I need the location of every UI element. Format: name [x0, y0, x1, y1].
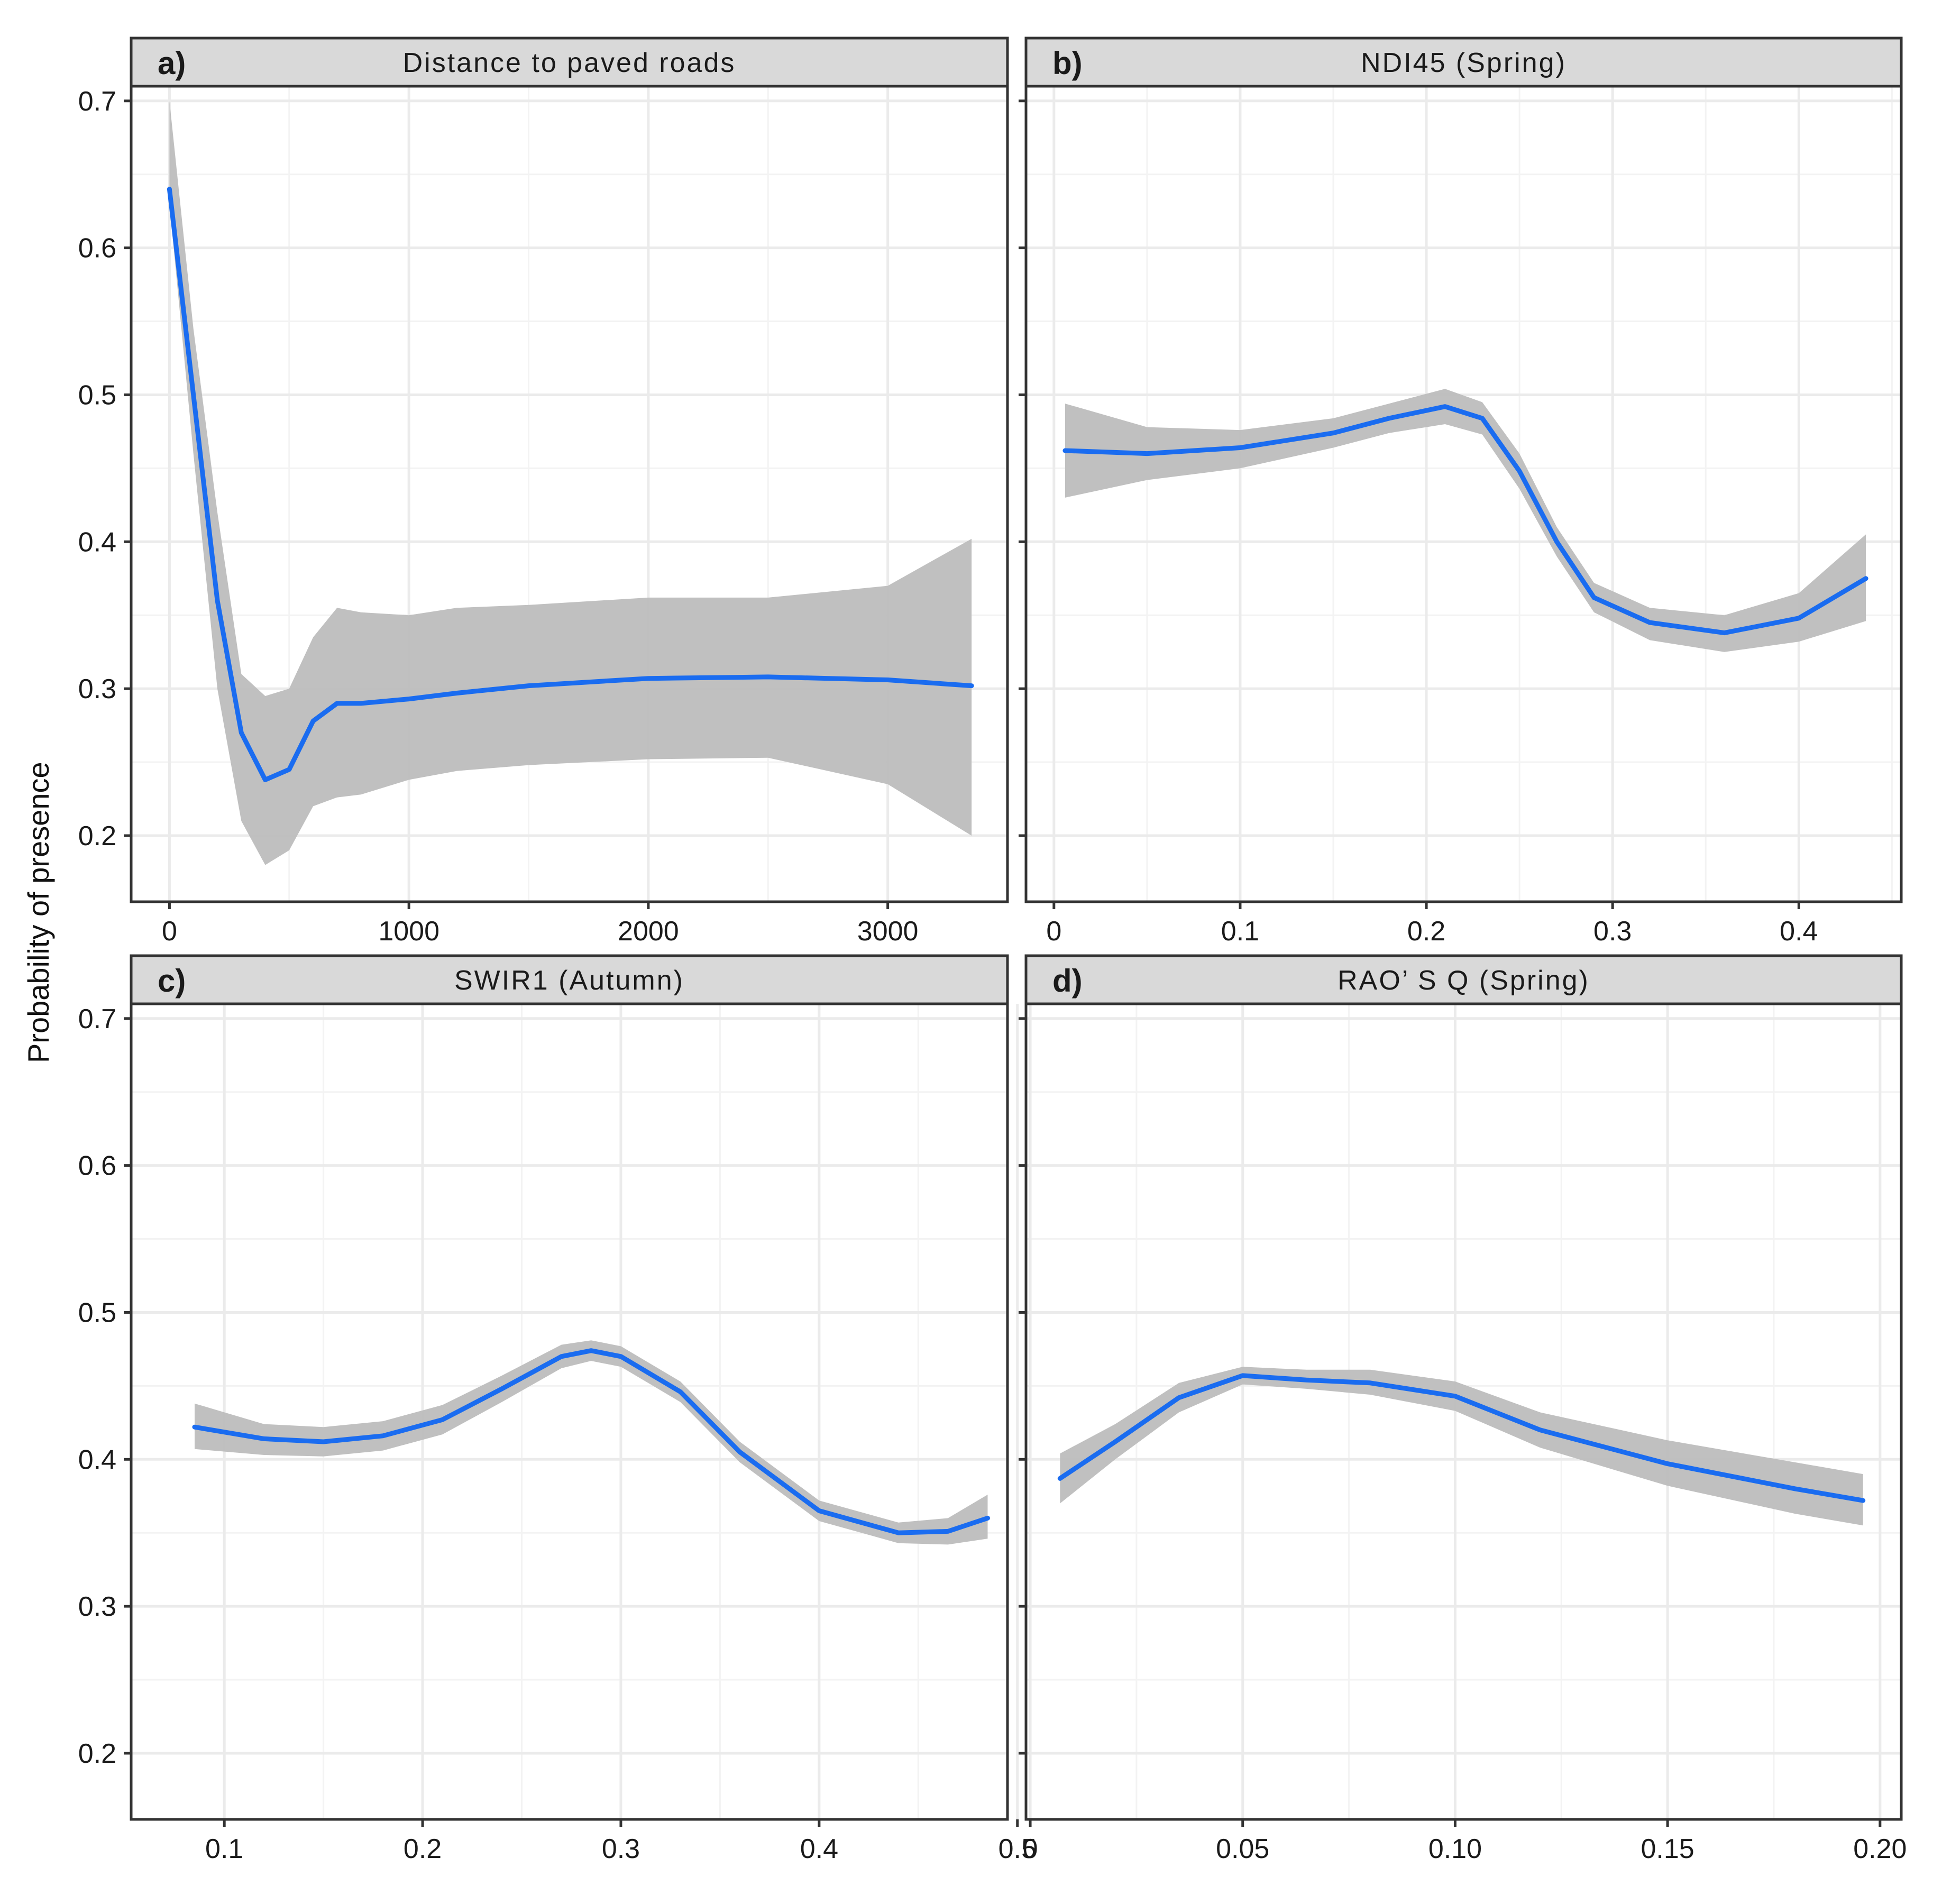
- x-tick-label: 0.3: [602, 1834, 640, 1864]
- series-line: [192, 1348, 990, 1535]
- x-tick-label: 0.3: [1593, 916, 1632, 947]
- x-tick-label: 0.2: [404, 1834, 442, 1864]
- y-tick-label: 0.7: [78, 86, 116, 117]
- y-axis-label: Probability of presence: [22, 762, 55, 1063]
- series-line: [167, 187, 974, 782]
- y-tick-label: 0.2: [78, 821, 116, 852]
- y-tick-label: 0.4: [78, 1444, 116, 1475]
- series-line: [1057, 1373, 1866, 1503]
- y-tick-label: 0.4: [78, 527, 116, 557]
- panel-strip: [1024, 36, 1903, 88]
- panel-title: RAO’ S Q (Spring): [1337, 965, 1590, 996]
- panel-strip: [1024, 954, 1903, 1005]
- panel-letter: c): [158, 963, 186, 999]
- panel-a: a) Distance to paved roads 0 1000 2000 3000 0.…: [78, 36, 1009, 947]
- y-tick-label: 0.7: [78, 1004, 116, 1035]
- confidence-band: [195, 1340, 988, 1545]
- panel-title: Distance to paved roads: [403, 48, 736, 78]
- x-tick-label: 0.4: [800, 1834, 838, 1864]
- y-tick-label: 0.2: [78, 1738, 116, 1769]
- confidence-band: [1065, 389, 1866, 652]
- confidence-band: [169, 100, 972, 865]
- y-tick-label: 0.5: [78, 1297, 116, 1328]
- x-tick-label: 1000: [378, 916, 439, 947]
- x-tick-label: 0.15: [1641, 1834, 1694, 1864]
- x-tick-label: 0: [1023, 1834, 1038, 1864]
- y-tick-label: 0.6: [78, 1151, 116, 1182]
- x-tick-label: 3000: [857, 916, 919, 947]
- x-tick-label: 0.10: [1428, 1834, 1482, 1864]
- y-tick-label: 0.3: [78, 1591, 116, 1622]
- panel-c: c) SWIR1 (Autumn) 0.1 0.2 0.3 0.4 0.5 0.2 0.3 0.4…: [78, 954, 1037, 1864]
- x-tick-label: 0.5: [998, 1834, 1037, 1864]
- panel-letter: b): [1052, 45, 1083, 81]
- x-tick-label: 0.20: [1853, 1834, 1907, 1864]
- x-tick-label: 0.4: [1780, 916, 1818, 947]
- x-tick-label: 0.1: [1221, 916, 1259, 947]
- panel-d: d) RAO’ S Q (Spring) 0 0.05 0.10 0.15 0.20: [1019, 954, 1907, 1864]
- panel-letter: a): [158, 45, 186, 81]
- grid-lines: [1026, 1004, 1901, 1819]
- plot-background: [131, 1004, 1007, 1819]
- y-tick-label: 0.6: [78, 233, 116, 264]
- panel-strip: [130, 954, 1009, 1005]
- x-tick-label: 0: [162, 916, 177, 947]
- panel-title: NDI45 (Spring): [1361, 48, 1566, 78]
- x-tick-label: 0: [1046, 916, 1061, 947]
- plot-background: [1026, 86, 1901, 902]
- panel-letter: d): [1052, 963, 1083, 999]
- x-tick-label: 0.2: [1407, 916, 1445, 947]
- grid-lines: [1026, 86, 1901, 902]
- series-line: [1062, 404, 1868, 636]
- y-tick-label: 0.3: [78, 674, 116, 704]
- panel-b: b) NDI45 (Spring) 0 0.1 0.2 0.3 0.4: [1019, 36, 1903, 947]
- panel-strip: [130, 36, 1009, 88]
- y-tick-label: 0.5: [78, 380, 116, 410]
- panel-title: SWIR1 (Autumn): [454, 965, 684, 996]
- x-tick-label: 2000: [618, 916, 679, 947]
- x-tick-label: 0.1: [205, 1834, 243, 1864]
- x-tick-label: 0.05: [1216, 1834, 1269, 1864]
